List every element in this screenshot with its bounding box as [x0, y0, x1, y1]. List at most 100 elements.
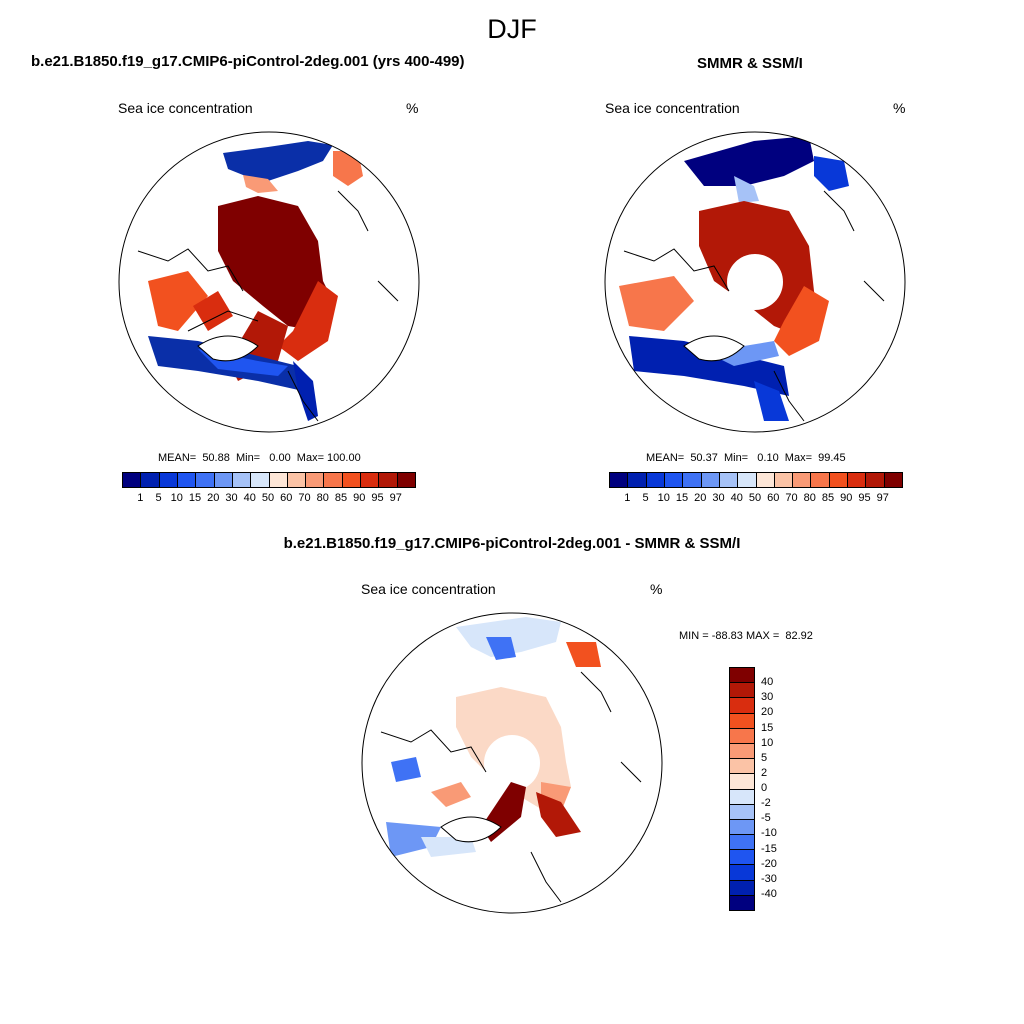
panel1-colorbar-ticks: 1 5 10 15 20 30 40 50 60 70 80 85 90 95 97	[122, 492, 414, 506]
panel3-colorbar-swatch	[730, 789, 754, 805]
panel1-colorbar-swatch	[324, 473, 343, 487]
panel3-colorbar	[729, 667, 755, 911]
panel2-colorbar-tick-label: 70	[785, 492, 798, 504]
panel2-colorbar	[609, 472, 903, 488]
panel1-colorbar-tick-label: 20	[207, 492, 220, 504]
panel3-colorbar-swatch	[730, 759, 754, 775]
panel3-colorbar-swatch	[730, 743, 754, 760]
panel2-colorbar-tick-label: 30	[712, 492, 725, 504]
panel2-colorbar-swatch	[848, 473, 867, 487]
panel2-colorbar-swatch	[829, 473, 849, 487]
panel3-colorbar-swatch	[730, 804, 754, 820]
panel3-colorbar-tick-label: 20	[761, 706, 774, 719]
panel3-colorbar-swatch	[730, 668, 754, 684]
panel1-unit-label: %	[406, 100, 419, 116]
panel1-colorbar-tick-label: 80	[316, 492, 329, 504]
panel3-title: b.e21.B1850.f19_g17.CMIP6-piControl-2deg…	[283, 535, 741, 552]
panel2-colorbar-tick-label: 95	[858, 492, 871, 504]
panel2-colorbar-tick-label: 15	[675, 492, 689, 504]
panel1-colorbar-swatch	[397, 473, 415, 487]
panel2-colorbar-swatch	[719, 473, 739, 487]
panel2-colorbar-swatch	[756, 473, 775, 487]
panel2-colorbar-swatch	[701, 473, 720, 487]
panel2-colorbar-swatch	[793, 473, 812, 487]
panel1-colorbar-swatch	[232, 473, 252, 487]
panel2-colorbar-swatch	[664, 473, 684, 487]
panel2-colorbar-swatch	[628, 473, 647, 487]
panel3-colorbar-tick-label: 0	[761, 782, 768, 794]
panel2-colorbar-swatch	[738, 473, 757, 487]
panel3-colorbar-tick-label: -20	[761, 857, 777, 870]
panel3-colorbar-swatch	[730, 728, 754, 744]
panel3-colorbar-tick-label: 15	[761, 721, 774, 734]
panel3-colorbar-tick-label: 2	[761, 766, 768, 779]
panel1-colorbar-swatch	[123, 473, 142, 487]
figure-title: DJF	[487, 14, 537, 44]
panel1-colorbar-tick-label: 50	[261, 492, 275, 504]
panel1-colorbar-swatch	[251, 473, 270, 487]
panel3-colorbar-swatch	[730, 698, 754, 714]
panel1-colorbar-tick-label: 30	[225, 492, 238, 504]
panel1-colorbar-tick-label: 60	[280, 492, 293, 504]
panel3-unit-label: %	[650, 581, 663, 597]
panel3-colorbar-tick-label: -10	[761, 827, 777, 840]
panel1-colorbar-swatch	[342, 473, 362, 487]
panel3-polar-map	[361, 612, 663, 914]
panel2-colorbar-swatch	[866, 473, 885, 487]
panel2-title: SMMR & SSM/I	[697, 55, 803, 72]
panel2-colorbar-tick-label: 85	[821, 492, 835, 504]
panel1-colorbar-tick-label: 85	[334, 492, 348, 504]
panel3-colorbar-swatch	[730, 865, 754, 881]
panel2-polar-map	[604, 131, 906, 433]
panel1-colorbar-tick-label: 15	[188, 492, 202, 504]
panel2-colorbar-tick-label: 50	[748, 492, 762, 504]
panel3-colorbar-swatch	[730, 713, 754, 729]
panel2-colorbar-swatch	[811, 473, 830, 487]
panel2-colorbar-tick-label: 10	[657, 492, 670, 504]
panel1-variable-label: Sea ice concentration	[118, 100, 253, 116]
panel2-colorbar-swatch	[884, 473, 902, 487]
panel3-colorbar-tick-label: 5	[761, 751, 768, 764]
panel3-colorbar-swatch	[730, 774, 754, 790]
panel3-colorbar-tick-label: -5	[761, 812, 771, 825]
panel2-colorbar-tick-label: 80	[803, 492, 816, 504]
panel2-colorbar-swatch	[646, 473, 665, 487]
panel3-colorbar-tick-label: 10	[761, 736, 774, 749]
panel2-colorbar-tick-label: 60	[767, 492, 780, 504]
panel1-colorbar-swatch	[361, 473, 380, 487]
panel3-colorbar-swatch	[730, 850, 754, 866]
panel1-colorbar-tick-label: 40	[243, 492, 256, 504]
panel1-colorbar-tick-label: 70	[298, 492, 311, 504]
panel1-colorbar-swatch	[306, 473, 325, 487]
panel1-colorbar-swatch	[159, 473, 178, 487]
panel1-colorbar-tick-label: 10	[170, 492, 183, 504]
panel3-stats: MIN = -88.83 MAX = 82.92	[679, 630, 813, 642]
panel3-variable-label: Sea ice concentration	[361, 581, 496, 597]
panel1-colorbar	[122, 472, 416, 488]
panel3-colorbar-swatch	[730, 880, 754, 896]
panel3-colorbar-swatch	[730, 835, 754, 851]
panel2-unit-label: %	[893, 100, 906, 116]
panel1-colorbar-swatch	[379, 473, 398, 487]
panel3-colorbar-tick-label: 40	[761, 676, 774, 689]
panel2-variable-label: Sea ice concentration	[605, 100, 740, 116]
panel3-colorbar-swatch	[730, 683, 754, 699]
panel1-colorbar-swatch	[287, 473, 307, 487]
panel1-polar-map	[118, 131, 420, 433]
panel3-colorbar-swatch	[730, 819, 754, 836]
panel3-colorbar-tick-label: 30	[761, 691, 774, 704]
panel2-colorbar-swatch	[683, 473, 702, 487]
panel3-colorbar-tick-label: -30	[761, 872, 777, 885]
panel1-colorbar-tick-label: 95	[371, 492, 384, 504]
panel2-colorbar-tick-label: 97	[876, 492, 889, 504]
panel3-colorbar-tick-label: -2	[761, 797, 771, 810]
panel1-colorbar-swatch	[196, 473, 215, 487]
panel2-colorbar-swatch	[774, 473, 794, 487]
panel1-colorbar-swatch	[177, 473, 197, 487]
panel1-colorbar-swatch	[269, 473, 288, 487]
panel1-colorbar-swatch	[214, 473, 233, 487]
panel3-colorbar-swatch	[730, 895, 754, 910]
panel2-colorbar-tick-label: 1	[624, 492, 631, 504]
panel2-colorbar-tick-label: 40	[730, 492, 743, 504]
panel2-colorbar-ticks: 1 5 10 15 20 30 40 50 60 70 80 85 90 95 97	[609, 492, 901, 506]
